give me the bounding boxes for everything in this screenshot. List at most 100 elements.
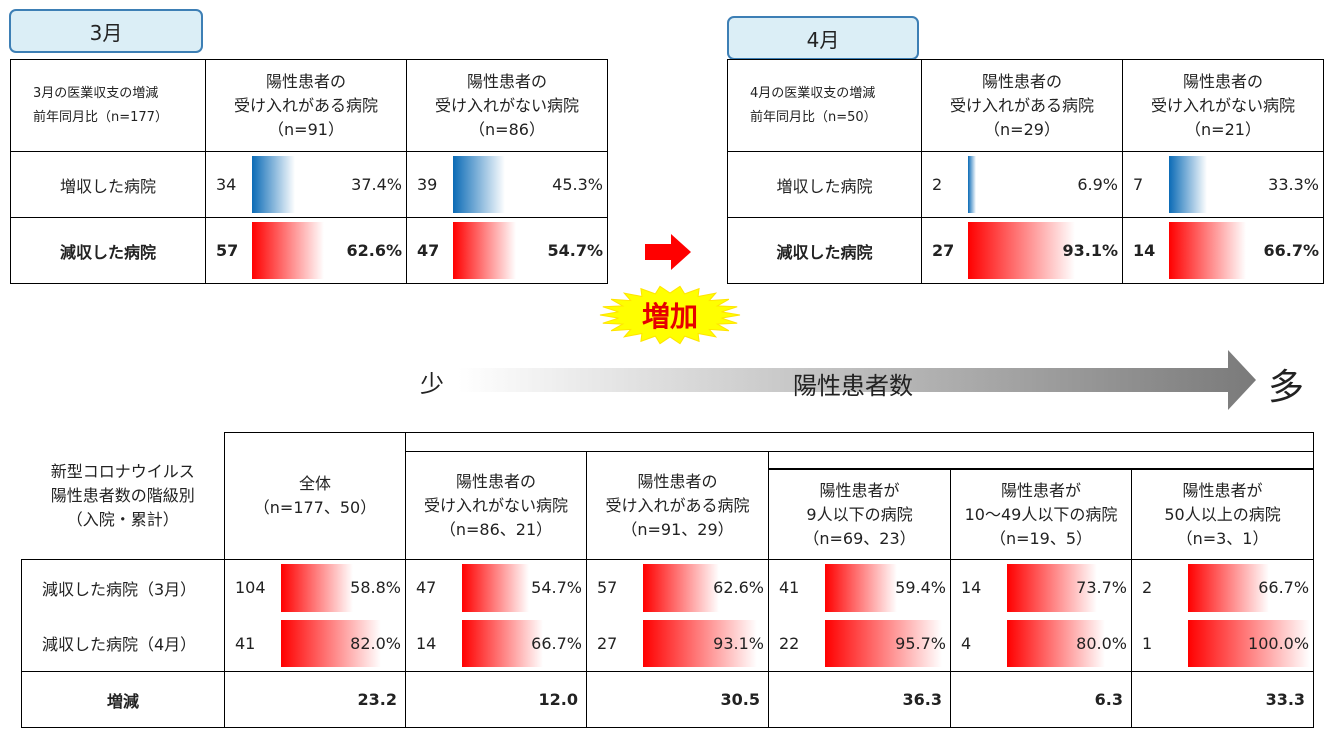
march-corner-label: 3月の医業収支の増減 前年同月比（n=177） xyxy=(10,59,206,152)
count-label: 27 xyxy=(597,633,618,653)
pct-bar xyxy=(968,156,976,213)
pct-label: 59.4% xyxy=(895,578,946,598)
bottom-header-50-plus: 陽性患者が 50人以上の病院 （n=3、1） xyxy=(1130,469,1315,560)
pct-bar xyxy=(643,619,757,667)
header-line: 受け入れがない病院 xyxy=(434,95,579,115)
header-line: 受け入れがない病院 xyxy=(1150,95,1295,115)
pct-label: 66.7% xyxy=(1258,578,1310,598)
header-line: 陽性患者の xyxy=(637,471,718,491)
bar-cell: 14 73.7% xyxy=(950,559,1132,616)
count-label: 1 xyxy=(1142,633,1153,653)
march-table: 3月の医業収支の増減 前年同月比（n=177） 陽性患者の 受け入れがある病院 … xyxy=(10,59,608,284)
pct-label: 62.6% xyxy=(346,241,402,260)
bar-cell: 57 62.6% xyxy=(586,559,769,616)
burst-icon xyxy=(599,285,741,345)
pct-bar xyxy=(1007,564,1097,612)
row-label: 減収した病院（3月） xyxy=(21,559,225,616)
header-line: 受け入れがある病院 xyxy=(949,95,1094,115)
march-header-accepting: 陽性患者の 受け入れがある病院 （n=91） xyxy=(205,59,407,152)
pct-bar xyxy=(968,222,1076,279)
pct-bar xyxy=(453,156,506,213)
bar-cell: 1 100.0% xyxy=(1130,615,1315,672)
diff-value: 23.2 xyxy=(224,671,406,728)
pct-bar xyxy=(252,222,324,279)
bar-cell: 27 93.1% xyxy=(586,615,769,672)
header-line: （n=3、1） xyxy=(1176,528,1269,548)
pct-bar xyxy=(281,619,382,667)
bar-cell: 22 95.7% xyxy=(768,615,951,672)
diff-value: 30.5 xyxy=(586,671,769,728)
corner-line: 4月の医業収支の増減 xyxy=(750,85,876,101)
count-label: 14 xyxy=(416,633,437,653)
burst-label: 増加 xyxy=(641,300,698,333)
corner-line: 新型コロナウイルス xyxy=(50,461,195,481)
pct-label: 6.9% xyxy=(1077,175,1118,194)
header-line: （n=21） xyxy=(1185,119,1261,139)
bar-cell: 39 45.3% xyxy=(406,151,608,218)
pct-label: 82.0% xyxy=(350,633,401,653)
diff-value: 36.3 xyxy=(768,671,951,728)
bottom-header-10-49: 陽性患者が 10～49人以下の病院 （n=19、5） xyxy=(950,469,1132,560)
bar-cell: 47 54.7% xyxy=(406,217,608,284)
header-line: 陽性患者の xyxy=(265,71,346,91)
bar-cell: 14 66.7% xyxy=(1122,217,1324,284)
pct-bar xyxy=(825,619,942,667)
pct-bar xyxy=(1169,156,1208,213)
row-label: 増減 xyxy=(21,671,225,728)
pct-bar xyxy=(643,564,720,612)
pct-bar xyxy=(825,564,898,612)
bottom-header-not-accepting: 陽性患者の 受け入れがない病院 （n=86、21） xyxy=(405,451,587,560)
corner-line: （入院・累計） xyxy=(66,509,179,529)
diff-value: 6.3 xyxy=(950,671,1132,728)
count-label: 104 xyxy=(235,578,266,598)
count-label: 41 xyxy=(779,578,800,598)
header-line: （n=177、50） xyxy=(253,498,377,517)
bottom-header-accepting: 陽性患者の 受け入れがある病院 （n=91、29） xyxy=(586,451,769,560)
row-label: 増収した病院 xyxy=(10,151,206,218)
count-label: 7 xyxy=(1133,175,1144,194)
diff-value: 33.3 xyxy=(1130,671,1315,728)
bottom-header-9-or-less: 陽性患者が 9人以下の病院 （n=69、23） xyxy=(768,469,951,560)
pct-bar xyxy=(1188,564,1270,612)
header-line: 陽性患者の xyxy=(981,71,1062,91)
bar-cell: 57 62.6% xyxy=(205,217,407,284)
header-line: 陽性患者が xyxy=(1000,480,1081,500)
count-label: 2 xyxy=(1142,578,1153,598)
bar-cell: 47 54.7% xyxy=(405,559,587,616)
pct-label: 73.7% xyxy=(1076,578,1127,598)
row-label: 減収した病院 xyxy=(727,217,922,284)
scale-right-label: 多 xyxy=(1268,367,1305,408)
count-label: 41 xyxy=(235,633,256,653)
scale-center-label: 陽性患者数 xyxy=(793,372,913,400)
count-label: 4 xyxy=(961,633,972,653)
table-row: 増減 23.2 12.0 30.5 36.3 6.3 33.3 xyxy=(21,671,1315,728)
count-label: 47 xyxy=(417,241,440,260)
header-line: （n=86、21） xyxy=(439,519,553,539)
pct-label: 54.7% xyxy=(547,241,603,260)
pct-bar xyxy=(1169,222,1246,279)
count-label: 14 xyxy=(1133,241,1156,260)
header-line: 50人以上の病院 xyxy=(1164,504,1281,524)
header-line: （n=69、23） xyxy=(803,528,916,548)
bar-cell: 2 66.7% xyxy=(1130,559,1315,616)
pct-bar xyxy=(1188,619,1310,667)
header-line: （n=19、5） xyxy=(989,528,1093,548)
row-label: 増収した病院 xyxy=(727,151,922,218)
bar-cell: 41 59.4% xyxy=(768,559,951,616)
pct-label: 66.7% xyxy=(531,633,582,653)
header-line: （n=29） xyxy=(984,119,1060,139)
header-line: 陽性患者が xyxy=(819,480,900,500)
bottom-header-all: 全体 （n=177、50） xyxy=(224,432,406,560)
pct-label: 93.1% xyxy=(1062,241,1118,260)
march-header-not-accepting: 陽性患者の 受け入れがない病院 （n=86） xyxy=(406,59,608,152)
count-label: 2 xyxy=(932,175,943,194)
bottom-table: 新型コロナウイルス 陽性患者数の階級別 （入院・累計） 全体 （n=177、50… xyxy=(21,432,1315,728)
header-line: 9人以下の病院 xyxy=(806,504,913,524)
header-line: 陽性患者の xyxy=(466,71,547,91)
bar-cell: 4 80.0% xyxy=(950,615,1132,672)
bar-cell: 41 82.0% xyxy=(224,615,406,672)
bar-cell: 14 66.7% xyxy=(405,615,587,672)
pct-bar xyxy=(462,564,529,612)
corner-line: 3月の医業収支の増減 xyxy=(33,85,159,101)
pct-bar xyxy=(252,156,295,213)
